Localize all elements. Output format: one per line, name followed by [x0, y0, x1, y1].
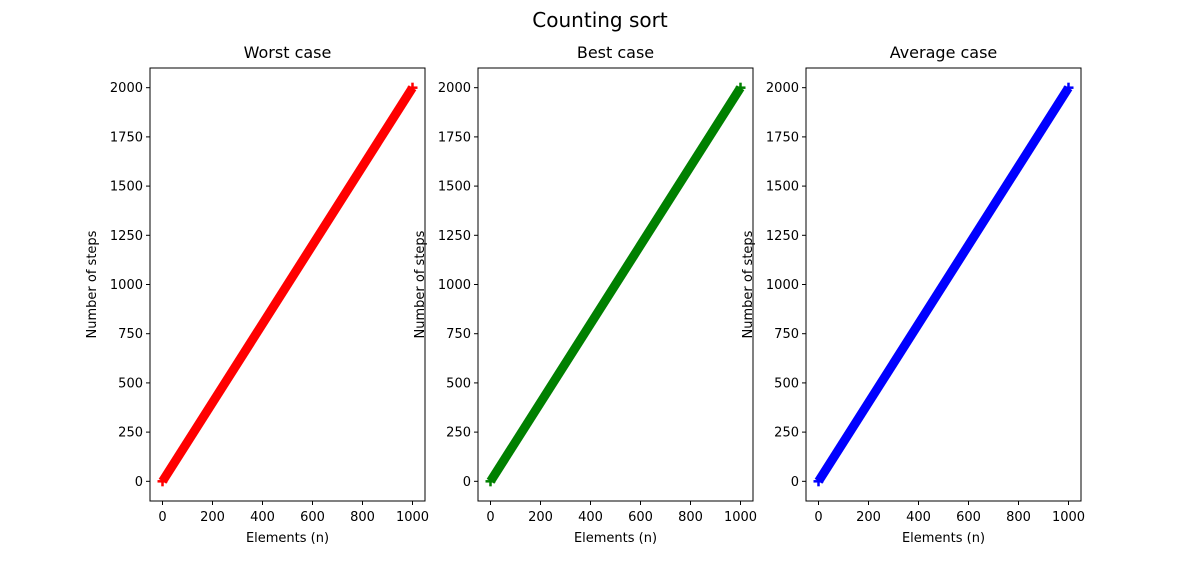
y-axis-label: Number of steps	[741, 230, 756, 338]
x-tick-label: 800	[1006, 510, 1031, 525]
y-tick-label: 0	[463, 475, 471, 490]
x-tick-label: 600	[300, 510, 325, 525]
x-tick-label: 200	[200, 510, 225, 525]
y-tick-label: 1000	[438, 278, 471, 293]
series-line	[158, 85, 417, 484]
x-tick-label: 200	[856, 510, 881, 525]
y-tick-label: 1000	[110, 278, 143, 293]
y-tick-label: 250	[774, 426, 799, 441]
y-tick-label: 500	[774, 376, 799, 391]
y-tick-label: 750	[118, 327, 143, 342]
x-tick-label: 1000	[396, 510, 429, 525]
y-tick-label: 750	[774, 327, 799, 342]
y-tick-label: 1500	[766, 180, 799, 195]
x-tick-label: 0	[486, 510, 494, 525]
x-tick-label: 800	[678, 510, 703, 525]
start-marker	[157, 476, 168, 487]
x-axis-label: Elements (n)	[902, 531, 985, 546]
x-tick-label: 400	[906, 510, 931, 525]
x-tick-label: 200	[528, 510, 553, 525]
y-tick-label: 1000	[766, 278, 799, 293]
x-axis-label: Elements (n)	[574, 531, 657, 546]
y-tick-label: 1500	[110, 180, 143, 195]
x-tick-label: 1000	[724, 510, 757, 525]
x-axis-label: Elements (n)	[246, 531, 329, 546]
end-marker	[1063, 82, 1074, 93]
x-tick-label: 400	[250, 510, 275, 525]
y-tick-label: 2000	[438, 81, 471, 96]
y-tick-label: 2000	[110, 81, 143, 96]
subplot-2: 0 200 400 600 800 1000 0 250 500 750 1000 1250 1500 1…	[413, 43, 757, 546]
subplot-title: Worst case	[244, 43, 332, 62]
series-line	[814, 85, 1073, 484]
y-tick-label: 1250	[110, 229, 143, 244]
end-marker	[407, 82, 418, 93]
end-marker	[735, 82, 746, 93]
series-line	[486, 85, 745, 484]
x-tick-label: 800	[350, 510, 375, 525]
y-tick-label: 0	[791, 475, 799, 490]
y-tick-label: 1750	[766, 130, 799, 145]
start-marker	[485, 476, 496, 487]
subplot-title: Best case	[577, 43, 654, 62]
y-tick-label: 1750	[438, 130, 471, 145]
y-tick-label: 1250	[438, 229, 471, 244]
y-tick-label: 1500	[438, 180, 471, 195]
x-tick-label: 400	[578, 510, 603, 525]
subplots: 0 200 400 600 800 1000 0 250 500 750 1000 1250 1500 1…	[85, 43, 1085, 546]
x-tick-label: 600	[956, 510, 981, 525]
y-tick-label: 250	[118, 426, 143, 441]
y-tick-label: 0	[135, 475, 143, 490]
x-tick-label: 600	[628, 510, 653, 525]
x-tick-label: 1000	[1052, 510, 1085, 525]
y-tick-label: 500	[118, 376, 143, 391]
y-tick-label: 1750	[110, 130, 143, 145]
x-tick-label: 0	[158, 510, 166, 525]
y-axis-label: Number of steps	[85, 230, 100, 338]
figure-title: Counting sort	[532, 8, 668, 32]
y-tick-label: 250	[446, 426, 471, 441]
subplot-3: 0 200 400 600 800 1000 0 250 500 750 1000 1250 1500 1…	[741, 43, 1085, 546]
x-tick-label: 0	[814, 510, 822, 525]
subplot-1: 0 200 400 600 800 1000 0 250 500 750 1000 1250 1500 1…	[85, 43, 429, 546]
y-axis-label: Number of steps	[413, 230, 428, 338]
y-tick-label: 2000	[766, 81, 799, 96]
subplot-title: Average case	[890, 43, 998, 62]
y-tick-label: 500	[446, 376, 471, 391]
y-tick-label: 1250	[766, 229, 799, 244]
y-tick-label: 750	[446, 327, 471, 342]
start-marker	[813, 476, 824, 487]
